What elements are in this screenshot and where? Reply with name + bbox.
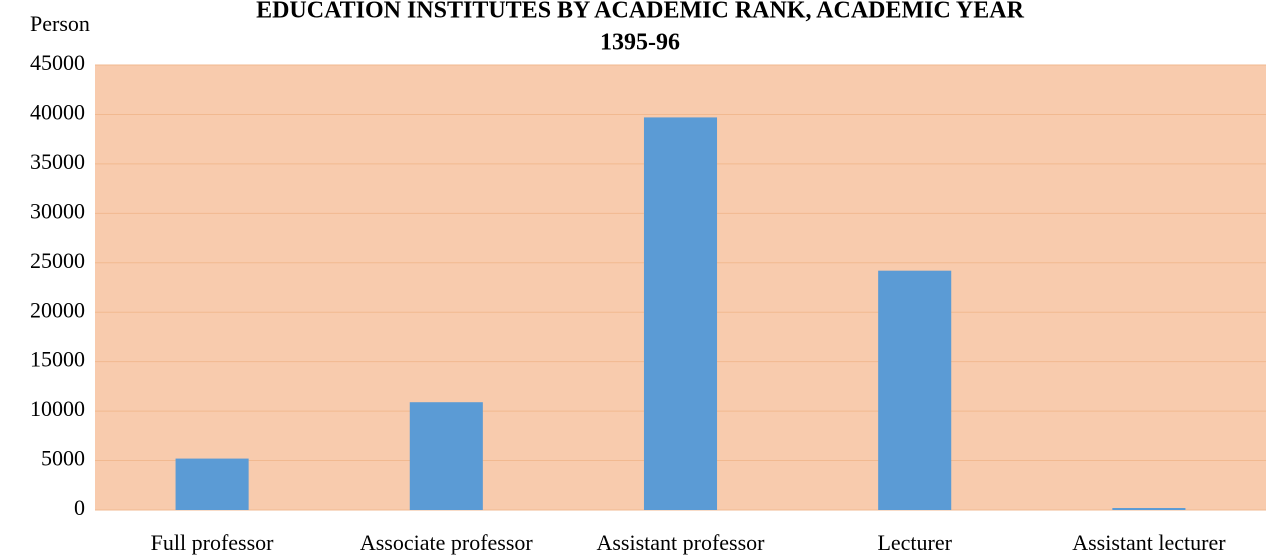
y-tick-label: 20000	[30, 297, 85, 322]
bar	[878, 270, 952, 510]
y-tick-label: 45000	[30, 50, 85, 75]
y-tick-label: 25000	[30, 248, 85, 273]
bar	[643, 117, 718, 511]
x-tick-label: Assistant professor	[596, 530, 765, 555]
chart-title: EDUCATION INSTITUTES BY ACADEMIC RANK, A…	[256, 0, 1025, 24]
y-tick-label: 5000	[41, 446, 85, 471]
x-tick-label: Lecturer	[877, 530, 952, 555]
y-tick-label: 35000	[30, 149, 85, 174]
y-tick-label: 10000	[30, 396, 85, 421]
x-tick-label: Full professor	[151, 530, 275, 555]
y-tick-label: 0	[74, 495, 85, 520]
chart-title: 1395-96	[600, 30, 680, 56]
bar	[1112, 508, 1186, 510]
y-tick-label: 15000	[30, 347, 85, 372]
y-tick-label: 40000	[30, 99, 85, 124]
x-tick-label: Associate professor	[360, 530, 534, 555]
bar	[175, 458, 249, 510]
bar	[409, 402, 483, 510]
x-tick-label: Assistant lecturer	[1072, 530, 1226, 555]
y-tick-label: 30000	[30, 198, 85, 223]
y-axis-label: Person	[30, 11, 90, 36]
